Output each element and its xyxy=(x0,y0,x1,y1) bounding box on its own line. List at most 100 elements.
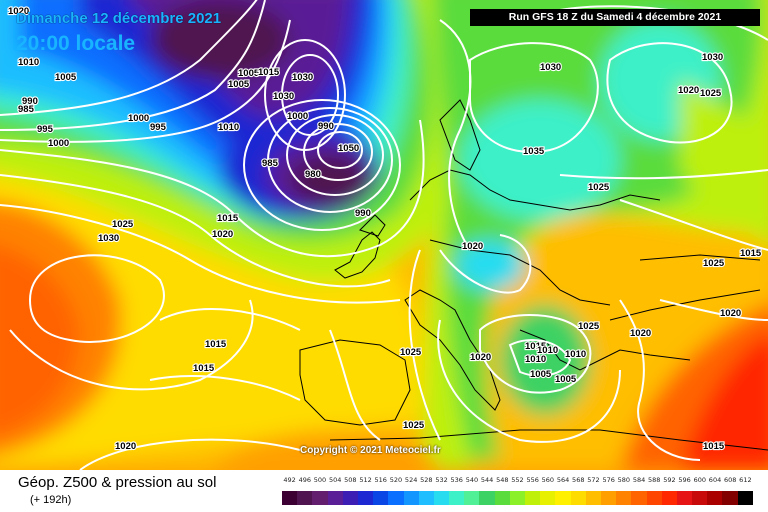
color-scale: 492 496 500 504 508 512 516 520 524 528 532 536 540 5… xyxy=(282,476,753,506)
isobar-value-label: 1020 xyxy=(8,6,29,17)
color-scale-label: 556 xyxy=(526,476,539,484)
color-scale-swatch xyxy=(540,491,556,505)
color-scale-label: 572 xyxy=(587,476,600,484)
isobar-value-label: 1000 xyxy=(128,113,149,124)
isobar-value-label: 1005 xyxy=(530,369,552,380)
isobar-value-label: 1020 xyxy=(470,352,491,363)
isobars xyxy=(0,0,768,470)
color-scale-label: 532 xyxy=(435,476,448,484)
color-scale-label: 580 xyxy=(617,476,631,484)
isobar-value-label: 1010 xyxy=(537,345,558,356)
isobar-value-label: 1020 xyxy=(630,328,651,339)
valid-date-title: Dimanche 12 décembre 2021 xyxy=(16,10,222,27)
isobar-value-label: 1000 xyxy=(287,111,308,122)
isobar-value-label: 1005 xyxy=(555,374,577,385)
isobar-value-label: 1015 xyxy=(703,441,725,452)
color-scale-label: 600 xyxy=(693,476,707,484)
color-scale-label: 612 xyxy=(739,476,752,484)
color-scale-label: 504 xyxy=(328,476,342,484)
color-scale-label: 608 xyxy=(723,476,737,484)
isobar-value-label: 1015 xyxy=(193,363,215,374)
color-scale-swatch xyxy=(692,491,708,505)
isobar-value-label: 1010 xyxy=(218,122,239,133)
isobar-value-label: 1025 xyxy=(400,347,422,358)
color-scale-label: 528 xyxy=(420,476,433,484)
color-scale-swatch xyxy=(342,491,358,505)
isobar-value-label: 1005 xyxy=(228,79,250,90)
color-scale-swatch xyxy=(555,491,571,505)
isobar-value-label: 1030 xyxy=(98,233,119,244)
isobar-value-label: 1050 xyxy=(338,143,359,154)
isobar-value-label: 1035 xyxy=(523,146,545,157)
isobar-value-label: 985 xyxy=(262,158,279,169)
color-scale-label: 544 xyxy=(480,476,494,484)
color-scale-label: 500 xyxy=(313,476,327,484)
color-scale-swatch xyxy=(433,491,450,505)
model-run-label: Run GFS 18 Z du Samedi 4 décembre 2021 xyxy=(470,9,760,26)
color-scale-label: 564 xyxy=(556,476,570,484)
color-scale-swatch xyxy=(676,491,693,505)
color-scale-label: 540 xyxy=(465,476,479,484)
isobar-value-label: 1020 xyxy=(115,441,136,452)
color-scale-swatch xyxy=(722,491,738,505)
isobar-value-label: 990 xyxy=(355,208,371,219)
color-scale-label: 596 xyxy=(678,476,691,484)
isobar-value-label: 1015 xyxy=(258,67,280,78)
isobar-value-label: 995 xyxy=(37,124,54,135)
color-scale-label: 496 xyxy=(298,476,311,484)
color-scale-swatch xyxy=(600,491,617,505)
isobar-value-label: 1025 xyxy=(403,420,425,431)
isobar-value-label: 1020 xyxy=(462,241,483,252)
isobar-value-label: 1025 xyxy=(588,182,610,193)
isobar-value-label: 995 xyxy=(150,122,167,133)
color-scale-swatch xyxy=(327,491,343,505)
color-scale-label: 524 xyxy=(404,476,418,484)
color-scale-swatch xyxy=(373,491,389,505)
color-scale-swatch xyxy=(509,491,525,505)
pressure-labels: 1020101010059909859951000100099510051005… xyxy=(7,5,763,453)
color-scale-swatches xyxy=(282,491,753,505)
color-scale-swatch xyxy=(464,491,480,505)
isobar-value-label: 1015 xyxy=(217,213,239,224)
color-scale-swatch xyxy=(479,491,495,505)
color-scale-swatch xyxy=(418,491,434,505)
parameter-title: Géop. Z500 & pression au sol xyxy=(18,474,217,491)
isobar-value-label: 1030 xyxy=(702,52,723,63)
isobar-value-label: 1015 xyxy=(205,339,227,350)
forecast-hour: (+ 192h) xyxy=(30,494,72,506)
isobar-value-label: 1000 xyxy=(48,138,69,149)
color-scale-swatch xyxy=(403,491,419,505)
isobar-value-label: 1025 xyxy=(112,219,134,230)
color-scale-swatch xyxy=(737,491,753,505)
color-scale-label: 576 xyxy=(602,476,615,484)
isobar-value-label: 1010 xyxy=(18,57,39,68)
isobar-value-label: 985 xyxy=(18,104,35,115)
isobar-value-label: 1005 xyxy=(238,68,260,79)
color-scale-swatch xyxy=(707,491,723,505)
color-scale-label: 604 xyxy=(708,476,722,484)
color-scale-label: 508 xyxy=(344,476,357,484)
isobar-value-label: 1030 xyxy=(273,91,294,102)
color-scale-label: 588 xyxy=(648,476,661,484)
color-scale-swatch xyxy=(282,491,298,505)
isobar-value-label: 1025 xyxy=(703,258,725,269)
color-scale-swatch xyxy=(661,491,677,505)
color-scale-label: 552 xyxy=(511,476,524,484)
color-scale-label: 512 xyxy=(359,476,372,484)
color-scale-swatch xyxy=(388,491,404,505)
isobar-value-label: 1010 xyxy=(565,349,586,360)
isobar-value-label: 1020 xyxy=(720,308,741,319)
isobar-value-label: 1025 xyxy=(578,321,600,332)
isobar-value-label: 1015 xyxy=(740,248,762,259)
color-scale-label: 520 xyxy=(389,476,403,484)
isobar-value-label: 1015 xyxy=(525,341,547,352)
color-scale-swatch xyxy=(357,491,374,505)
isobar-value-label: 1005 xyxy=(55,72,77,83)
color-scale-swatch xyxy=(449,491,465,505)
color-scale-swatch xyxy=(297,491,313,505)
color-scale-swatch xyxy=(494,491,510,505)
color-scale-swatch xyxy=(646,491,662,505)
color-scale-label: 584 xyxy=(632,476,646,484)
color-scale-swatch xyxy=(525,491,541,505)
isobar-value-label: 980 xyxy=(305,169,321,180)
